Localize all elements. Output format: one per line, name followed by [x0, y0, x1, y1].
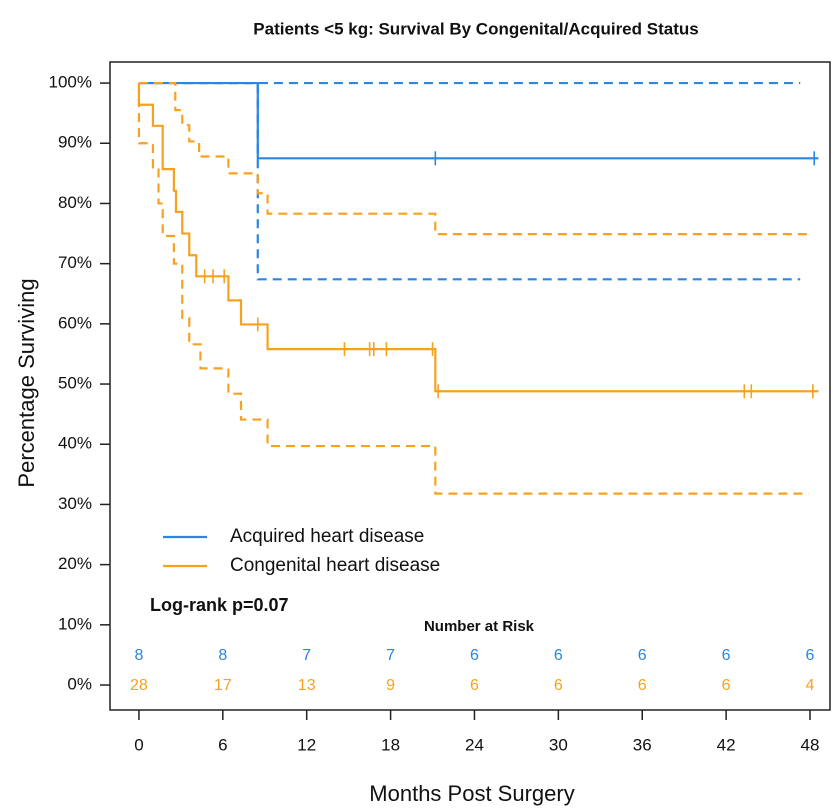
risk-count: 6	[554, 677, 563, 694]
risk-count: 6	[722, 647, 731, 664]
risk-count: 6	[638, 647, 647, 664]
risk-count: 8	[218, 647, 227, 664]
confidence-band	[138, 81, 801, 281]
x-tick-label: 24	[465, 735, 484, 754]
x-tick-label: 12	[297, 735, 316, 754]
confidence-band	[137, 83, 809, 495]
y-tick-label: 10%	[58, 614, 92, 633]
x-tick-label: 42	[717, 735, 736, 754]
x-tick-label: 48	[801, 735, 820, 754]
legend-label: Congenital heart disease	[230, 555, 440, 576]
risk-count: 6	[470, 647, 479, 664]
risk-count: 7	[302, 647, 311, 664]
risk-count: 6	[806, 647, 815, 664]
risk-count: 6	[554, 647, 563, 664]
risk-count: 28	[130, 677, 148, 694]
plot-frame	[109, 61, 831, 711]
annotation: Log-rank p=0.07	[150, 595, 289, 615]
y-tick-label: 100%	[49, 73, 92, 92]
x-axis-label: Months Post Surgery	[369, 781, 574, 806]
x-tick-label: 36	[633, 735, 652, 754]
confidence-band	[138, 81, 809, 236]
y-tick-label: 30%	[58, 494, 92, 513]
risk-count: 6	[722, 677, 731, 694]
risk-count: 7	[386, 647, 395, 664]
risk-count: 13	[298, 677, 316, 694]
y-tick-label: 0%	[67, 675, 92, 694]
risk-count: 6	[470, 677, 479, 694]
survival-curve	[138, 81, 819, 160]
legend-label: Acquired heart disease	[230, 526, 424, 547]
risk-count: 8	[134, 647, 143, 664]
risk-count: 4	[806, 677, 815, 694]
risk-table-title: Number at Risk	[424, 618, 535, 635]
x-tick-label: 18	[381, 735, 400, 754]
x-tick-label: 0	[134, 735, 143, 754]
y-tick-label: 20%	[58, 554, 92, 573]
risk-count: 6	[638, 677, 647, 694]
survival-curve	[137, 83, 819, 393]
y-tick-label: 90%	[58, 133, 92, 152]
y-tick-label: 60%	[58, 313, 92, 332]
chart-title: Patients <5 kg: Survival By Congenital/A…	[253, 19, 698, 38]
y-tick-label: 50%	[58, 374, 92, 393]
y-tick-label: 70%	[58, 253, 92, 272]
x-tick-label: 30	[549, 735, 568, 754]
y-tick-label: 40%	[58, 434, 92, 453]
y-axis-label: Percentage Surviving	[14, 278, 39, 487]
y-tick-label: 80%	[58, 193, 92, 212]
x-tick-label: 6	[218, 735, 227, 754]
risk-count: 9	[386, 677, 395, 694]
risk-count: 17	[214, 677, 232, 694]
